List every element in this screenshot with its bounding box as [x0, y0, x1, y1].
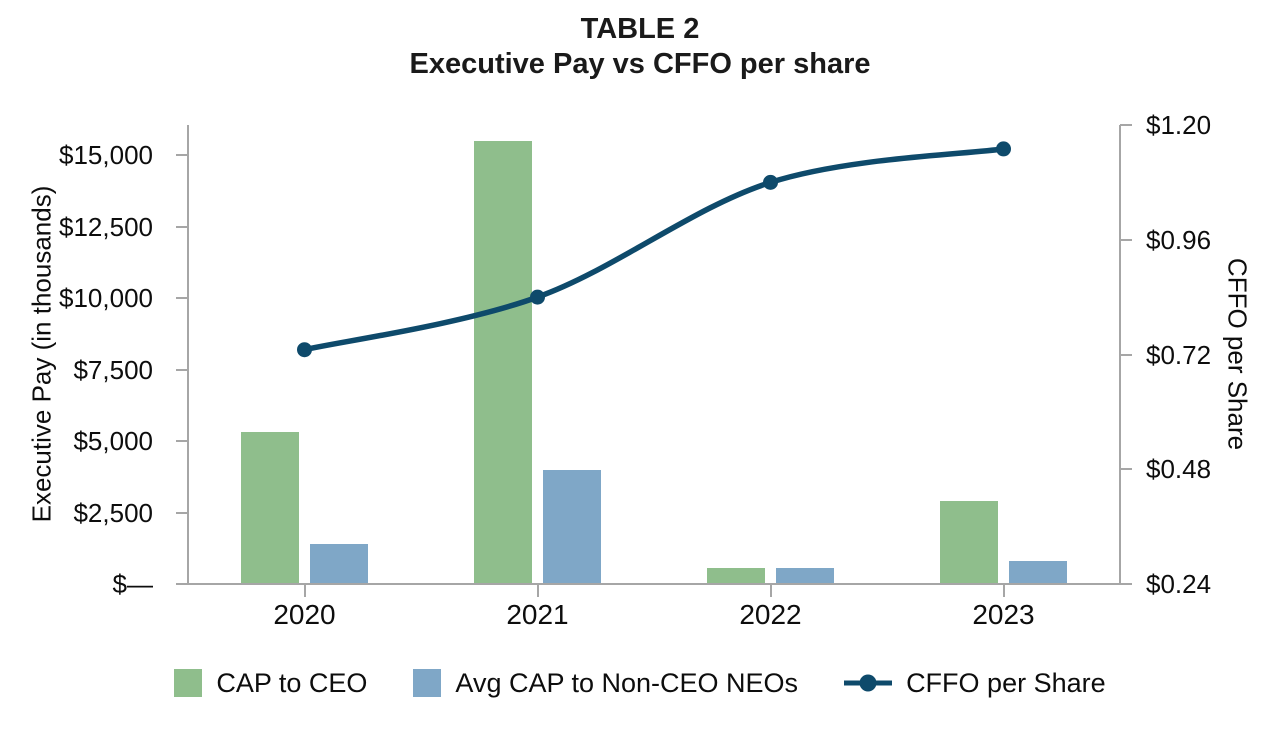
cffo-marker-2020: [297, 342, 312, 358]
cffo-line: [301, 146, 1007, 353]
left-axis-tick-label: $15,000: [59, 140, 153, 170]
green-bar-swatch-icon: [174, 669, 203, 697]
left-axis-spine: [187, 125, 189, 585]
bar-avg-cap-to-non-ceo-neos-2022: [775, 568, 834, 583]
x-axis-year-label: 2023: [972, 599, 1035, 630]
bar-cap-to-ceo-2022: [706, 568, 765, 583]
left-axis-tick: [176, 440, 188, 442]
bar-avg-cap-to-non-ceo-neos-2023: [1008, 561, 1067, 583]
right-axis-tick: [1120, 583, 1132, 585]
x-axis-tick: [1002, 584, 1005, 597]
left-axis-tick: [176, 583, 188, 585]
right-axis-tick: [1120, 124, 1132, 126]
x-axis-year-label: 2022: [739, 599, 802, 630]
right-axis-tick-label: $0.48: [1146, 454, 1212, 485]
legend-label-avg-cap-non-ceo: Avg CAP to Non-CEO NEOs: [455, 668, 799, 698]
left-axis-tick-label: $12,500: [59, 211, 153, 242]
line-marker-swatch-icon: [844, 674, 893, 692]
legend-item-avg-cap-non-ceo: Avg CAP to Non-CEO NEOs: [413, 667, 798, 699]
bar-avg-cap-to-non-ceo-neos-2020: [309, 543, 368, 583]
left-axis-tick: [176, 154, 188, 156]
x-axis-tick: [769, 584, 772, 597]
x-axis-tick: [303, 584, 306, 597]
left-axis-tick-label: $—: [112, 569, 153, 599]
right-axis-tick: [1120, 238, 1132, 241]
legend-label-cap-to-ceo: CAP to CEO: [216, 668, 368, 698]
left-axis-tick-label: $10,000: [59, 283, 153, 313]
legend-item-cffo-per-share: CFFO per Share: [844, 667, 1106, 699]
chart-title-block: TABLE 2 Executive Pay vs CFFO per share: [0, 12, 1280, 82]
left-axis-tick-label: $2,500: [73, 497, 153, 528]
legend-item-cap-to-ceo: CAP to CEO: [174, 667, 367, 699]
right-axis-tick-label: $1.20: [1146, 110, 1212, 140]
x-axis-tick: [536, 584, 539, 597]
left-axis-tick: [176, 511, 188, 514]
chart-legend: CAP to CEO Avg CAP to Non-CEO NEOs CFFO …: [0, 666, 1280, 700]
cffo-marker-2022: [763, 174, 778, 190]
x-axis-line: [187, 583, 1121, 585]
blue-bar-swatch-icon: [413, 669, 442, 697]
right-axis-tick: [1120, 353, 1132, 356]
left-axis-tick-label: $5,000: [73, 426, 153, 456]
bar-cap-to-ceo-2021: [473, 140, 532, 583]
left-axis-tick: [176, 368, 188, 371]
bar-cap-to-ceo-2023: [939, 501, 998, 583]
bar-avg-cap-to-non-ceo-neos-2021: [542, 469, 601, 583]
right-axis-tick-label: $0.24: [1146, 569, 1212, 599]
legend-label-cffo-per-share: CFFO per Share: [906, 668, 1106, 698]
x-axis-year-label: 2021: [506, 599, 569, 630]
right-axis-tick-label: $0.96: [1146, 224, 1212, 255]
left-axis-tick: [176, 225, 188, 228]
cffo-marker-2021: [530, 289, 545, 305]
left-axis-tick-label: $7,500: [73, 354, 153, 385]
cffo-marker-2023: [996, 141, 1011, 157]
right-axis-tick: [1120, 468, 1132, 471]
bar-cap-to-ceo-2020: [240, 432, 299, 583]
chart-subtitle: Executive Pay vs CFFO per share: [409, 48, 871, 80]
chart-title: TABLE 2: [580, 13, 700, 45]
x-axis-year-label: 2020: [273, 599, 336, 630]
left-axis-tick: [176, 297, 188, 299]
right-axis-tick-label: $0.72: [1146, 339, 1212, 370]
